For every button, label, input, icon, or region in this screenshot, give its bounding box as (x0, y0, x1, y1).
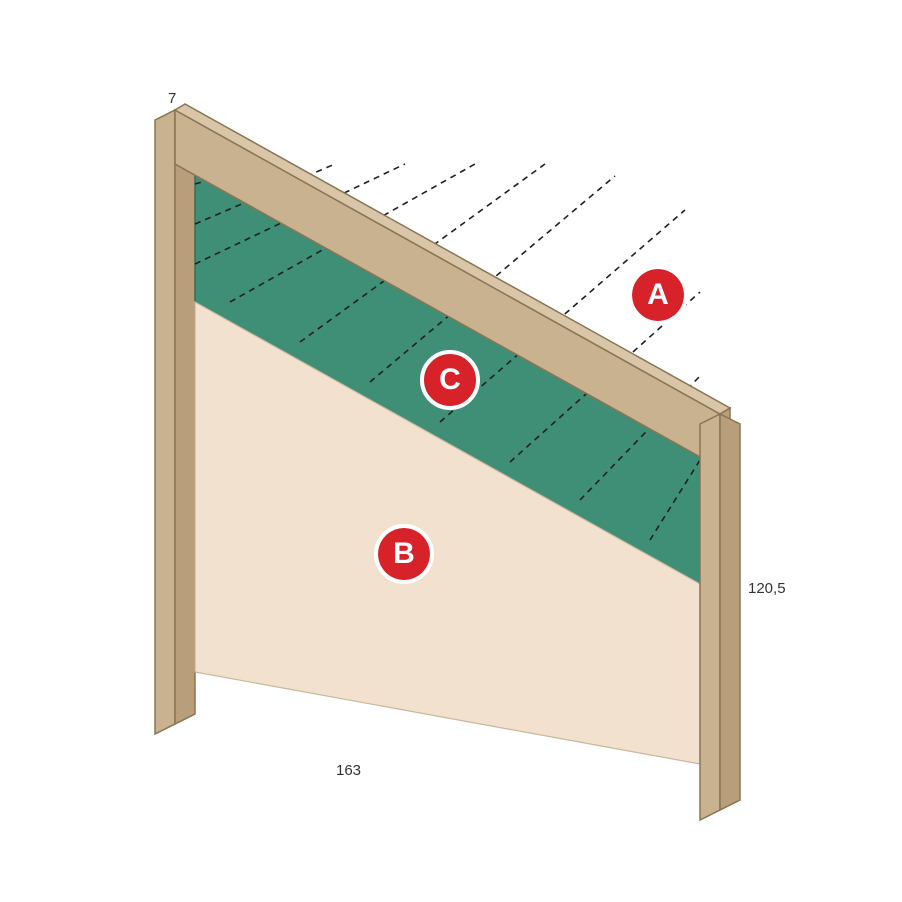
diagram-svg (0, 0, 902, 902)
marker-b: B (378, 528, 430, 580)
dim-top-thickness: 7 (168, 90, 176, 107)
left-post-front (155, 110, 175, 734)
diagram-stage: 7 163 120,5 A B C (0, 0, 902, 902)
dim-width: 163 (336, 762, 361, 779)
right-post-side (720, 414, 740, 810)
marker-a: A (632, 269, 684, 321)
dim-height: 120,5 (748, 580, 786, 597)
left-post-side (175, 110, 195, 724)
right-post-front (700, 414, 720, 820)
marker-c: C (424, 354, 476, 406)
